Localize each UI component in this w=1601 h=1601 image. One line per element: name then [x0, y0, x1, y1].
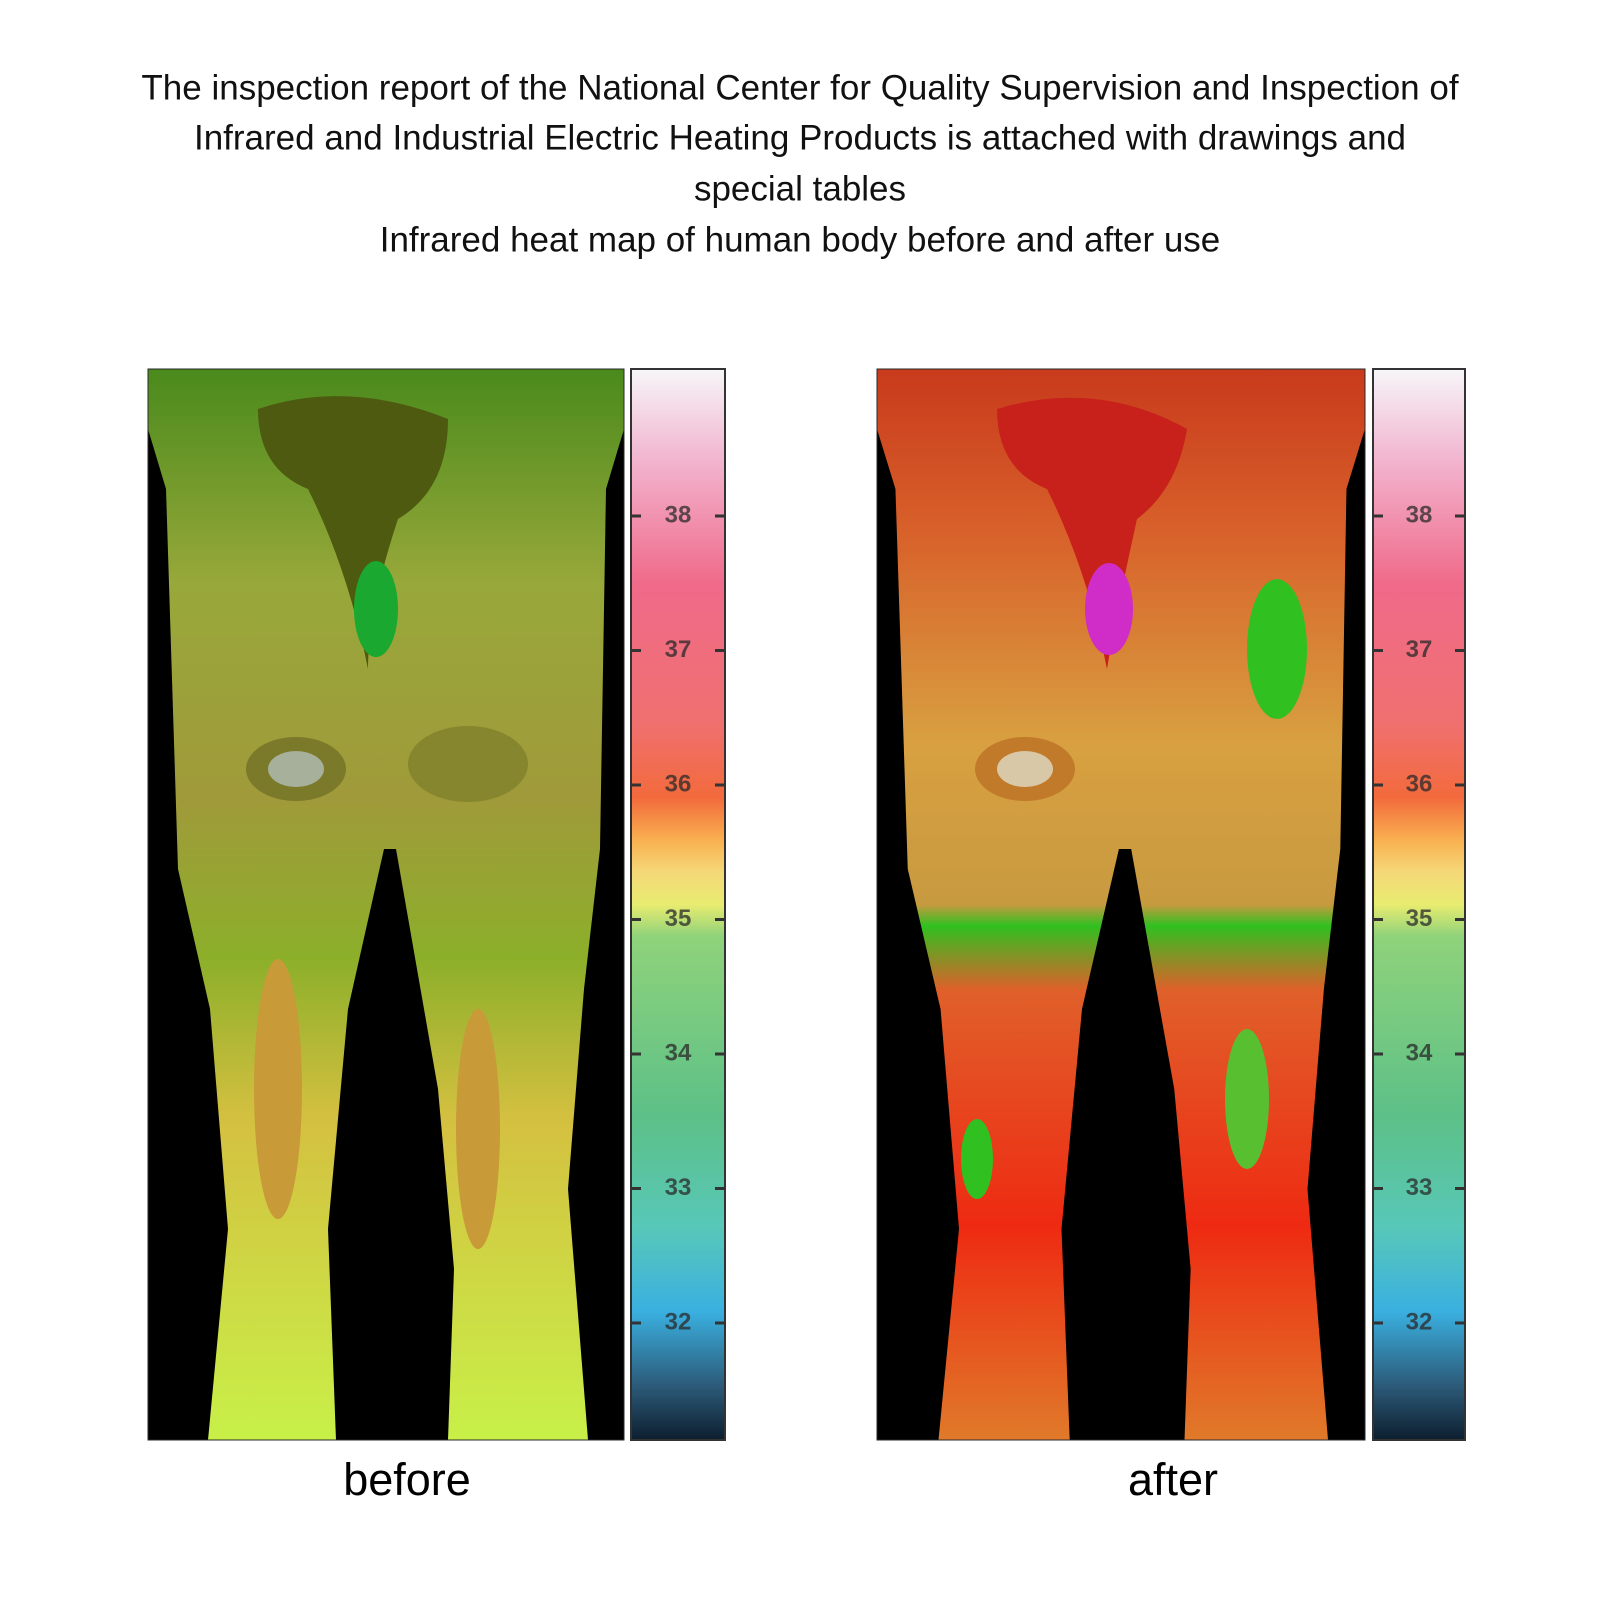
title-line: The inspection report of the National Ce… — [141, 68, 1458, 107]
heat-zone — [268, 751, 324, 787]
heat-zone — [354, 561, 398, 657]
heat-zone — [961, 1119, 993, 1199]
scale-tick-label: 34 — [1406, 1039, 1433, 1066]
heat-zone — [1247, 579, 1307, 719]
scale-tick-label: 32 — [1406, 1308, 1433, 1335]
heat-zone — [1225, 1029, 1269, 1169]
heat-zone — [1085, 563, 1133, 655]
heat-zone — [408, 726, 528, 802]
heat-zone — [997, 751, 1053, 787]
frame — [876, 368, 1366, 1441]
frame — [147, 368, 625, 1441]
scale-tick-label: 36 — [1406, 770, 1433, 797]
heat-map-after — [876, 368, 1366, 1441]
scale-tick-label: 34 — [665, 1039, 692, 1066]
heat-zone — [254, 959, 302, 1219]
panel-label: after — [1128, 1454, 1218, 1505]
scale-tick-label: 38 — [1406, 501, 1433, 528]
scale-tick-label: 38 — [665, 501, 692, 528]
title-line: special tables — [694, 169, 906, 208]
scale-tick-label: 37 — [1406, 636, 1433, 663]
color-scale-before: 38 37 36 35 34 33 32 — [630, 368, 726, 1441]
subtitle: Infrared heat map of human body before a… — [380, 220, 1221, 259]
scale-tick-label: 36 — [665, 770, 692, 797]
scale-tick-label: 35 — [1406, 905, 1433, 932]
scale-tick-label: 33 — [1406, 1174, 1433, 1201]
scale-tick-label: 35 — [665, 905, 692, 932]
scale-tick-label: 32 — [665, 1308, 692, 1335]
color-scale — [630, 368, 726, 1441]
heat-zone — [997, 397, 1187, 669]
color-scale-after: 38 37 36 35 34 33 32 — [1372, 368, 1466, 1441]
scale-tick-label: 37 — [665, 636, 692, 663]
heat-map-before — [147, 368, 625, 1441]
panel-label: before — [343, 1454, 471, 1505]
scale-tick-label: 33 — [665, 1174, 692, 1201]
color-scale — [1372, 368, 1466, 1441]
heat-zone — [258, 396, 448, 669]
heat-zone — [456, 1009, 500, 1249]
title-line: Infrared and Industrial Electric Heating… — [194, 118, 1406, 157]
